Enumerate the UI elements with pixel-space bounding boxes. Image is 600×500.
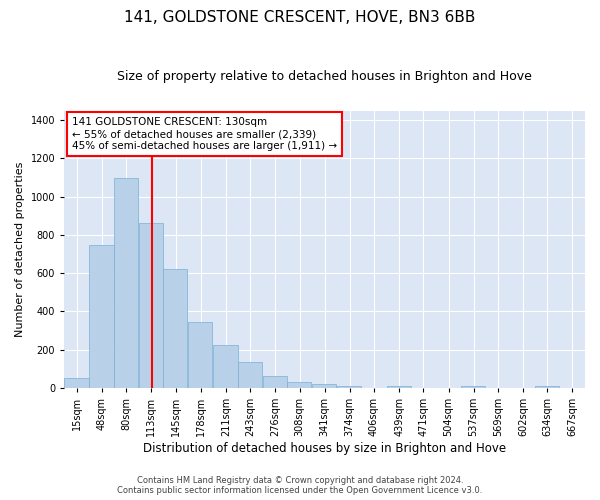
Text: 141, GOLDSTONE CRESCENT, HOVE, BN3 6BB: 141, GOLDSTONE CRESCENT, HOVE, BN3 6BB: [124, 10, 476, 25]
Bar: [113, 178, 138, 388]
Bar: [213, 345, 238, 388]
Title: Size of property relative to detached houses in Brighton and Hove: Size of property relative to detached ho…: [117, 70, 532, 83]
Bar: [386, 386, 411, 388]
Bar: [163, 270, 187, 388]
Bar: [263, 376, 287, 388]
Bar: [535, 386, 559, 388]
Text: 141 GOLDSTONE CRESCENT: 130sqm
← 55% of detached houses are smaller (2,339)
45% : 141 GOLDSTONE CRESCENT: 130sqm ← 55% of …: [72, 118, 337, 150]
Text: Contains HM Land Registry data © Crown copyright and database right 2024.
Contai: Contains HM Land Registry data © Crown c…: [118, 476, 482, 495]
Bar: [287, 382, 311, 388]
Bar: [139, 222, 163, 388]
X-axis label: Distribution of detached houses by size in Brighton and Hove: Distribution of detached houses by size …: [143, 442, 506, 455]
Bar: [238, 362, 262, 388]
Bar: [337, 386, 361, 388]
Bar: [461, 386, 485, 388]
Bar: [64, 378, 89, 388]
Bar: [188, 322, 212, 388]
Bar: [89, 244, 113, 388]
Y-axis label: Number of detached properties: Number of detached properties: [15, 162, 25, 337]
Bar: [312, 384, 337, 388]
